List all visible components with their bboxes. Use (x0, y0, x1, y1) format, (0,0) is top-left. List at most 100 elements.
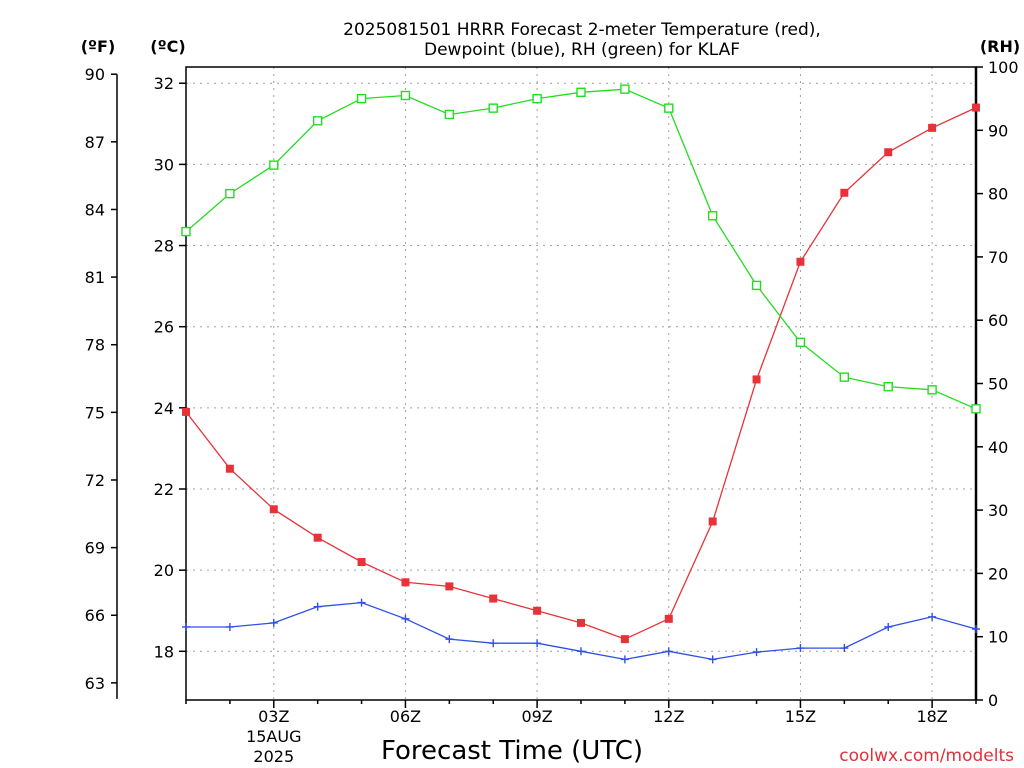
x-date-label-day: 15AUG (246, 727, 301, 746)
dewpoint-point (445, 635, 454, 644)
dewpoint-point (620, 655, 629, 664)
rh-point (839, 372, 850, 382)
rh-tick-label: 20 (988, 564, 1008, 583)
temperature-point (928, 123, 937, 132)
rh-point (751, 280, 762, 291)
x-tick-label: 03Z (258, 707, 289, 726)
dewpoint-series (182, 598, 980, 664)
temperature-point (972, 103, 980, 112)
dewpoint-point (928, 612, 937, 621)
temperature-point (664, 614, 673, 623)
celsius-tick-label: 24 (154, 399, 174, 418)
rh-series (181, 84, 981, 414)
temperature-point (620, 635, 629, 644)
rh-tick-label: 30 (988, 501, 1008, 520)
dewpoint-point (182, 622, 190, 631)
rh-point (400, 90, 411, 101)
rh-tick-label: 100 (988, 58, 1019, 77)
temperature-point (182, 407, 190, 416)
dewpoint-point (708, 655, 717, 664)
rh-point (664, 103, 674, 113)
celsius-unit-label: (ºC) (150, 37, 185, 56)
dewpoint-point (972, 624, 980, 633)
rh-point (795, 337, 806, 348)
dewpoint-point (752, 648, 761, 657)
rh-point (576, 87, 586, 98)
rh-point (181, 226, 191, 237)
rh-tick-label: 10 (988, 628, 1008, 647)
rh-point (225, 188, 235, 199)
x-tick-label: 09Z (521, 707, 552, 726)
temperature-point (489, 594, 498, 603)
temperature-point (708, 517, 717, 526)
dewpoint-point (225, 622, 234, 631)
rh-point (356, 93, 367, 104)
rh-tick-label: 80 (988, 185, 1008, 204)
temperature-point (313, 533, 322, 542)
celsius-tick-label: 26 (154, 318, 174, 337)
rh-point (488, 103, 498, 113)
fahrenheit-tick-label: 69 (85, 539, 105, 558)
x-tick-label: 15Z (785, 707, 816, 726)
celsius-tick-label: 30 (154, 155, 174, 174)
chart-title-line-2: Dewpoint (blue), RH (green) for KLAF (424, 40, 740, 60)
rh-point (707, 211, 718, 221)
axes: 18 20 22 24 26 28 30 32 63 66 69 72 75 78 81 84 87 90 0 10 2… (85, 58, 1019, 766)
rh-point (269, 160, 279, 170)
fahrenheit-tick-label: 87 (85, 133, 105, 152)
rh-tick-label: 40 (988, 438, 1008, 457)
rh-point (532, 93, 542, 104)
fahrenheit-tick-label: 90 (85, 65, 105, 84)
x-date-label-year: 2025 (253, 747, 294, 766)
credit-text: coolwx.com/modelts (839, 746, 1014, 766)
plot-frame (185, 66, 977, 701)
chart-title-line-1: 2025081501 HRRR Forecast 2-meter Tempera… (343, 20, 821, 40)
series-layer (181, 84, 981, 664)
rh-point (444, 109, 455, 120)
fahrenheit-tick-label: 75 (85, 403, 105, 422)
dewpoint-point (884, 622, 893, 631)
celsius-tick-label: 28 (154, 237, 174, 256)
temperature-point (533, 606, 542, 615)
temperature-point (445, 582, 454, 591)
dewpoint-point (401, 614, 410, 623)
fahrenheit-tick-label: 66 (85, 606, 105, 625)
celsius-tick-label: 18 (154, 642, 174, 661)
temperature-point (796, 257, 805, 266)
rh-tick-label: 90 (988, 121, 1008, 140)
temperature-line (185, 107, 977, 640)
fahrenheit-tick-label: 72 (85, 471, 105, 490)
fahrenheit-tick-label: 84 (85, 200, 105, 219)
fahrenheit-tick-label: 63 (85, 674, 105, 693)
celsius-tick-label: 32 (154, 74, 174, 93)
temperature-point (401, 578, 410, 587)
rh-tick-label: 60 (988, 311, 1008, 330)
dewpoint-point (840, 644, 849, 653)
rh-unit-label: (RH) (980, 37, 1020, 56)
rh-point (312, 116, 323, 126)
rh-tick-label: 0 (988, 691, 998, 710)
temperature-point (752, 375, 761, 384)
celsius-tick-label: 20 (154, 561, 174, 580)
dewpoint-point (357, 598, 366, 607)
dewpoint-point (796, 644, 805, 653)
temperature-point (357, 558, 366, 567)
gridlines (186, 67, 976, 700)
rh-tick-label: 50 (988, 375, 1008, 394)
temperature-point (269, 505, 278, 514)
x-tick-label: 06Z (390, 707, 421, 726)
x-tick-label: 18Z (916, 707, 947, 726)
rh-point (620, 84, 630, 94)
temperature-point (225, 464, 234, 473)
temperature-point (840, 188, 849, 197)
dewpoint-point (533, 639, 542, 648)
fahrenheit-unit-label: (ºF) (81, 37, 116, 56)
rh-tick-label: 70 (988, 248, 1008, 267)
fahrenheit-tick-label: 78 (85, 336, 105, 355)
celsius-tick-label: 22 (154, 480, 174, 499)
dewpoint-point (577, 647, 585, 656)
rh-point (971, 404, 981, 414)
dewpoint-point (313, 602, 322, 611)
x-axis-label: Forecast Time (UTC) (381, 736, 643, 766)
dewpoint-point (489, 639, 498, 648)
